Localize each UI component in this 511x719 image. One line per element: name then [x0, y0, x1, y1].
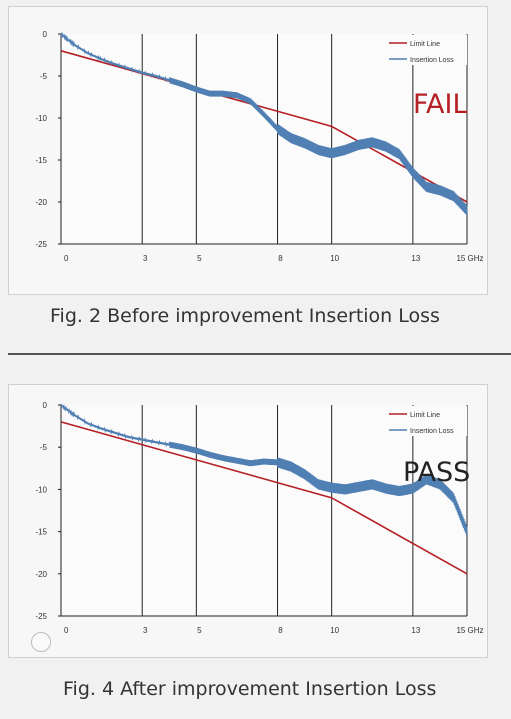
plot-area [61, 405, 467, 616]
limit-line-series [60, 421, 468, 575]
insertion-loss-series [60, 31, 468, 215]
x-tick-label: 15 GHz [456, 254, 483, 263]
circle-icon [31, 632, 51, 652]
y-tick-label: -5 [40, 72, 48, 81]
legend [385, 406, 467, 436]
y-tick-label: -5 [40, 443, 48, 452]
x-tick-label: 10 [330, 626, 339, 635]
legend-label: Insertion Loss [410, 428, 454, 435]
chart-panel-before: 0 3 5 8 10 13 15 GHz 0 -5 -10 -15 -20 -25 Limit Line I… [8, 6, 488, 295]
y-tick-label: -20 [35, 570, 47, 579]
x-tick-label: 5 [197, 254, 202, 263]
status-pass-label: PASS [403, 457, 471, 488]
figure-caption-after: Fig. 4 After improvement Insertion Loss [63, 678, 437, 700]
legend-label: Insertion Loss [410, 57, 454, 64]
y-tick-label: -15 [35, 156, 47, 165]
x-tick-label: 3 [143, 626, 148, 635]
divider [8, 353, 511, 355]
y-tick-label: -20 [35, 198, 47, 207]
insertion-loss-chart-after: 0 3 5 8 10 13 15 GHz 0 -5 -10 -15 -20 -25 Limit Line I… [35, 401, 483, 635]
x-tick-label: 13 [411, 626, 420, 635]
legend-label: Limit Line [410, 412, 440, 419]
legend-label: Limit Line [410, 41, 440, 48]
y-tick-label: 0 [43, 401, 48, 410]
x-tick-label: 10 [330, 254, 339, 263]
chart-panel-after: 0 3 5 8 10 13 15 GHz 0 -5 -10 -15 -20 -25 Limit Line I… [8, 384, 488, 658]
figure-caption-before: Fig. 2 Before improvement Insertion Loss [50, 305, 440, 327]
y-tick-label: -10 [35, 114, 47, 123]
y-tick-label: 0 [43, 30, 48, 39]
x-tick-label: 3 [143, 254, 148, 263]
x-tick-label: 8 [278, 626, 283, 635]
y-tick-label: -15 [35, 528, 47, 537]
status-fail-label: FAIL [413, 89, 468, 120]
x-tick-label: 0 [64, 254, 69, 263]
x-tick-label: 5 [197, 626, 202, 635]
x-tick-label: 15 GHz [456, 626, 483, 635]
x-tick-label: 13 [411, 254, 420, 263]
legend [385, 35, 467, 65]
x-tick-label: 8 [278, 254, 283, 263]
insertion-loss-series [60, 403, 468, 536]
y-tick-label: -25 [35, 240, 47, 249]
insertion-loss-chart-before: 0 3 5 8 10 13 15 GHz 0 -5 -10 -15 -20 -25 Limit Line I… [35, 30, 483, 263]
y-tick-label: -10 [35, 485, 47, 494]
y-tick-label: -25 [35, 612, 47, 621]
x-tick-label: 0 [64, 626, 69, 635]
